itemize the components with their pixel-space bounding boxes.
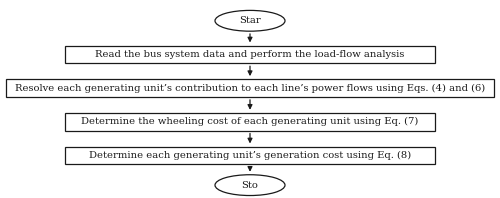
Text: Determine each generating unit’s generation cost using Eq. (8): Determine each generating unit’s generat…: [89, 151, 411, 160]
Bar: [65, 147, 435, 164]
Bar: [6, 79, 494, 97]
Text: Read the bus system data and perform the load-flow analysis: Read the bus system data and perform the…: [96, 50, 405, 59]
Ellipse shape: [215, 175, 285, 196]
Text: Star: Star: [239, 16, 261, 25]
Text: Determine the wheeling cost of each generating unit using Eq. (7): Determine the wheeling cost of each gene…: [82, 117, 418, 126]
Text: Resolve each generating unit’s contribution to each line’s power flows using Eqs: Resolve each generating unit’s contribut…: [15, 84, 485, 93]
Text: Sto: Sto: [242, 181, 258, 190]
Bar: [65, 113, 435, 131]
Bar: [65, 46, 435, 63]
Ellipse shape: [215, 10, 285, 31]
